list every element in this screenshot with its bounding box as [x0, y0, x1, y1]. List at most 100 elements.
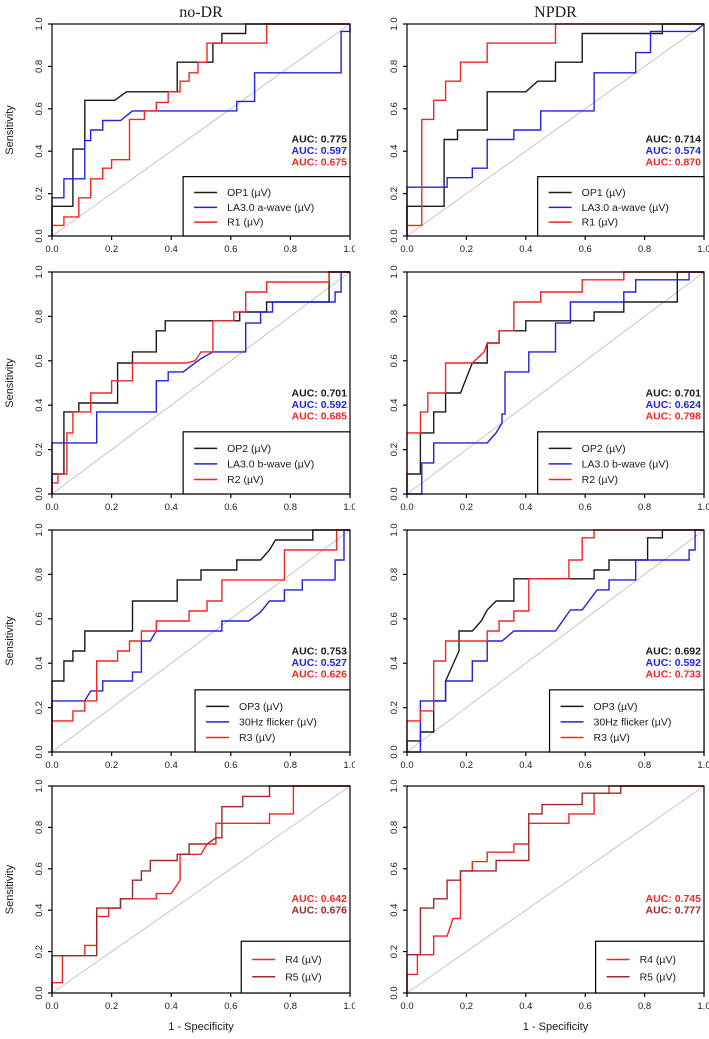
x-tick-label: 1.0 [343, 502, 355, 513]
x-tick-label: 1.0 [697, 1001, 709, 1012]
legend-label: LA3.0 a-wave (µV) [227, 202, 314, 214]
y-tick-label: 0.4 [389, 657, 400, 670]
y-tick-label: 0.8 [34, 568, 45, 581]
y-tick-label: 0.8 [34, 821, 45, 834]
x-tick-label: 0.6 [579, 244, 592, 255]
legend-label: R4 (µV) [640, 954, 676, 966]
npdr-row1-auc-0: AUC: 0.714 [646, 134, 702, 146]
no-dr-row3-series-1 [51, 529, 350, 752]
x-tick-label: 0.0 [400, 760, 413, 771]
npdr-row2-auc-1: AUC: 0.624 [646, 399, 702, 411]
x-tick-label: 0.8 [284, 760, 297, 771]
y-tick-label: 0.2 [34, 701, 45, 714]
y-tick-label: 0.4 [389, 904, 400, 917]
legend-label: R1 (µV) [582, 217, 618, 229]
y-tick-label: 0.2 [34, 187, 45, 200]
npdr-row3-series-2 [406, 529, 704, 752]
npdr-row1-series-1 [406, 23, 705, 236]
y-tick-label: 1.0 [389, 265, 400, 278]
no-dr-row3-svg: 0.00.0 0.2 0.2 0.4 0.4 0.6 0.6 0.8 0.8 1.0 1.0 Sens… [4, 523, 355, 771]
y-tick-label: 1.0 [389, 779, 400, 792]
y-tick-label: 0.6 [34, 354, 45, 367]
y-tick-label: 0.2 [389, 187, 400, 200]
no-dr-row4-auc-1: AUC: 0.676 [292, 904, 348, 916]
x-tick-label: 0.6 [224, 502, 237, 513]
y-tick-label: 0.2 [389, 945, 400, 958]
npdr-row1-series-0 [406, 23, 704, 236]
roc-chart-no-dr-row1: no-DR 0.0 0.0 0.2 0.2 0.4 0.4 0.6 0.6 0.8 0.8 1.0 1.… [0, 0, 355, 262]
y-tick-label: 0.4 [34, 904, 45, 917]
y-tick-label: 0.0 [389, 229, 400, 242]
legend-label: R5 (µV) [285, 971, 321, 983]
legend-label: OP1 (µV) [582, 187, 626, 199]
y-axis-title: Sensitivity [4, 105, 16, 155]
no-dr-row3-series-0 [51, 529, 350, 752]
legend-label: R5 (µV) [640, 971, 676, 983]
npdr-row4-auc-0: AUC: 0.745 [646, 893, 702, 905]
x-tick-label: 0.4 [519, 502, 532, 513]
x-tick-label: 0.0 [45, 1001, 58, 1012]
legend-label: R4 (µV) [285, 954, 321, 966]
x-tick-label: 0.4 [165, 244, 178, 255]
x-tick-label: 1.0 [697, 760, 709, 771]
no-dr-row3-auc-2: AUC: 0.626 [292, 668, 348, 680]
npdr-row1-series-2 [406, 23, 704, 236]
y-tick-label: 0.2 [389, 701, 400, 714]
legend-label: 30Hz flicker (µV) [239, 716, 317, 728]
diagonal-reference-line [406, 785, 705, 994]
x-tick-label: 0.4 [519, 1001, 532, 1012]
npdr-row2-auc-0: AUC: 0.701 [646, 387, 702, 399]
y-tick-label: 0.2 [389, 443, 400, 456]
no-dr-row1-title: no-DR [179, 4, 223, 21]
no-dr-row3-auc-1: AUC: 0.527 [292, 657, 348, 669]
x-tick-label: 0.8 [638, 1001, 651, 1012]
y-tick-label: 0.2 [34, 945, 45, 958]
legend-label: OP3 (µV) [594, 701, 638, 713]
y-tick-label: 1.0 [34, 523, 45, 536]
x-tick-label: 0.2 [460, 1001, 473, 1012]
y-tick-label: 0.6 [389, 354, 400, 367]
y-tick-label: 0.0 [34, 487, 45, 500]
y-tick-label: 0.0 [389, 986, 400, 999]
no-dr-row1-series-1 [51, 24, 351, 236]
no-dr-row3-auc-0: AUC: 0.753 [292, 645, 348, 657]
legend-label: LA3.0 b-wave (µV) [582, 458, 669, 470]
y-tick-label: 0.0 [389, 745, 400, 758]
roc-chart-no-dr-row2: 0.0 0.0 0.2 0.2 0.4 0.4 0.6 0.6 0.8 0.8 1.0 1.0 Sens… [0, 262, 355, 520]
legend-box [194, 689, 351, 753]
npdr-row2-series-1 [407, 271, 704, 495]
npdr-row1-auc-1: AUC: 0.574 [646, 145, 702, 157]
y-tick-label: 0.8 [389, 310, 400, 323]
x-tick-label: 1.0 [343, 244, 355, 255]
x-tick-label: 0.2 [460, 502, 473, 513]
roc-chart-npdr-row4: 0.0 0.0 0.2 0.2 0.4 0.4 0.6 0.6 0.8 0.8 1.0 1.0 1 - … [355, 778, 709, 1039]
npdr-row2-auc-2: AUC: 0.798 [646, 410, 702, 422]
no-dr-row4-series-1 [51, 785, 350, 993]
no-dr-row4-svg: 0.00.0 0.2 0.2 0.4 0.4 0.6 0.6 0.8 0.8 1.0 1.0 Sens… [4, 779, 355, 1033]
x-tick-label: 0.8 [638, 244, 651, 255]
npdr-row3-auc-2: AUC: 0.733 [646, 668, 702, 680]
x-tick-label: 0.4 [165, 1001, 178, 1012]
npdr-row2-series-2 [406, 271, 704, 494]
x-tick-label: 0.8 [638, 760, 651, 771]
legend-label: R3 (µV) [239, 732, 275, 744]
legend-label: OP3 (µV) [239, 701, 283, 713]
x-axis-title: 1 - Specificity [523, 1021, 589, 1033]
npdr-row1-svg: NPDR 0.00.0 0.2 0.2 0.4 0.4 0.6 0.6 0.8 0.8 1.0 1.0… [389, 4, 709, 255]
y-tick-label: 1.0 [389, 523, 400, 536]
legend-label: OP2 (µV) [227, 443, 271, 455]
npdr-row4-auc-1: AUC: 0.777 [646, 904, 702, 916]
x-tick-label: 0.6 [579, 1001, 592, 1012]
y-tick-label: 0.6 [389, 612, 400, 625]
y-tick-label: 1.0 [34, 265, 45, 278]
no-dr-row1-series-2 [51, 23, 350, 236]
x-tick-label: 0.0 [45, 502, 58, 513]
axis-box [51, 785, 351, 994]
legend-box [182, 176, 351, 237]
legend-box [537, 176, 705, 237]
no-dr-row3-series-2 [51, 529, 350, 752]
diagonal-reference-line [406, 529, 705, 753]
x-tick-label: 0.0 [400, 244, 413, 255]
roc-chart-npdr-row1: NPDR 0.0 0.0 0.2 0.2 0.4 0.4 0.6 0.6 0.8 0.8 1.0 1.0… [355, 0, 709, 262]
no-dr-row4-series-0 [51, 785, 350, 993]
